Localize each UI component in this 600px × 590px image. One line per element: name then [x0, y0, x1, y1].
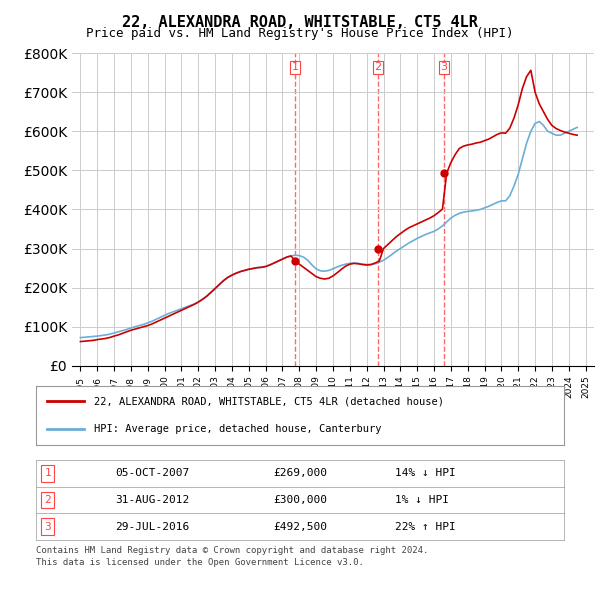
- Text: 05-OCT-2007: 05-OCT-2007: [115, 468, 190, 478]
- Text: 22, ALEXANDRA ROAD, WHITSTABLE, CT5 4LR: 22, ALEXANDRA ROAD, WHITSTABLE, CT5 4LR: [122, 15, 478, 30]
- Text: 1% ↓ HPI: 1% ↓ HPI: [395, 495, 449, 505]
- Text: HPI: Average price, detached house, Canterbury: HPI: Average price, detached house, Cant…: [94, 424, 382, 434]
- Text: £492,500: £492,500: [274, 522, 328, 532]
- Text: 31-AUG-2012: 31-AUG-2012: [115, 495, 190, 505]
- Text: 22, ALEXANDRA ROAD, WHITSTABLE, CT5 4LR (detached house): 22, ALEXANDRA ROAD, WHITSTABLE, CT5 4LR …: [94, 396, 444, 406]
- Text: 3: 3: [44, 522, 51, 532]
- Text: £269,000: £269,000: [274, 468, 328, 478]
- Text: This data is licensed under the Open Government Licence v3.0.: This data is licensed under the Open Gov…: [36, 558, 364, 566]
- Text: Price paid vs. HM Land Registry's House Price Index (HPI): Price paid vs. HM Land Registry's House …: [86, 27, 514, 40]
- Text: 1: 1: [292, 63, 299, 73]
- Text: 1: 1: [44, 468, 51, 478]
- Text: £300,000: £300,000: [274, 495, 328, 505]
- Text: 29-JUL-2016: 29-JUL-2016: [115, 522, 190, 532]
- Text: Contains HM Land Registry data © Crown copyright and database right 2024.: Contains HM Land Registry data © Crown c…: [36, 546, 428, 555]
- Text: 3: 3: [440, 63, 447, 73]
- Text: 14% ↓ HPI: 14% ↓ HPI: [395, 468, 456, 478]
- Text: 2: 2: [44, 495, 51, 505]
- Text: 22% ↑ HPI: 22% ↑ HPI: [395, 522, 456, 532]
- Text: 2: 2: [374, 63, 382, 73]
